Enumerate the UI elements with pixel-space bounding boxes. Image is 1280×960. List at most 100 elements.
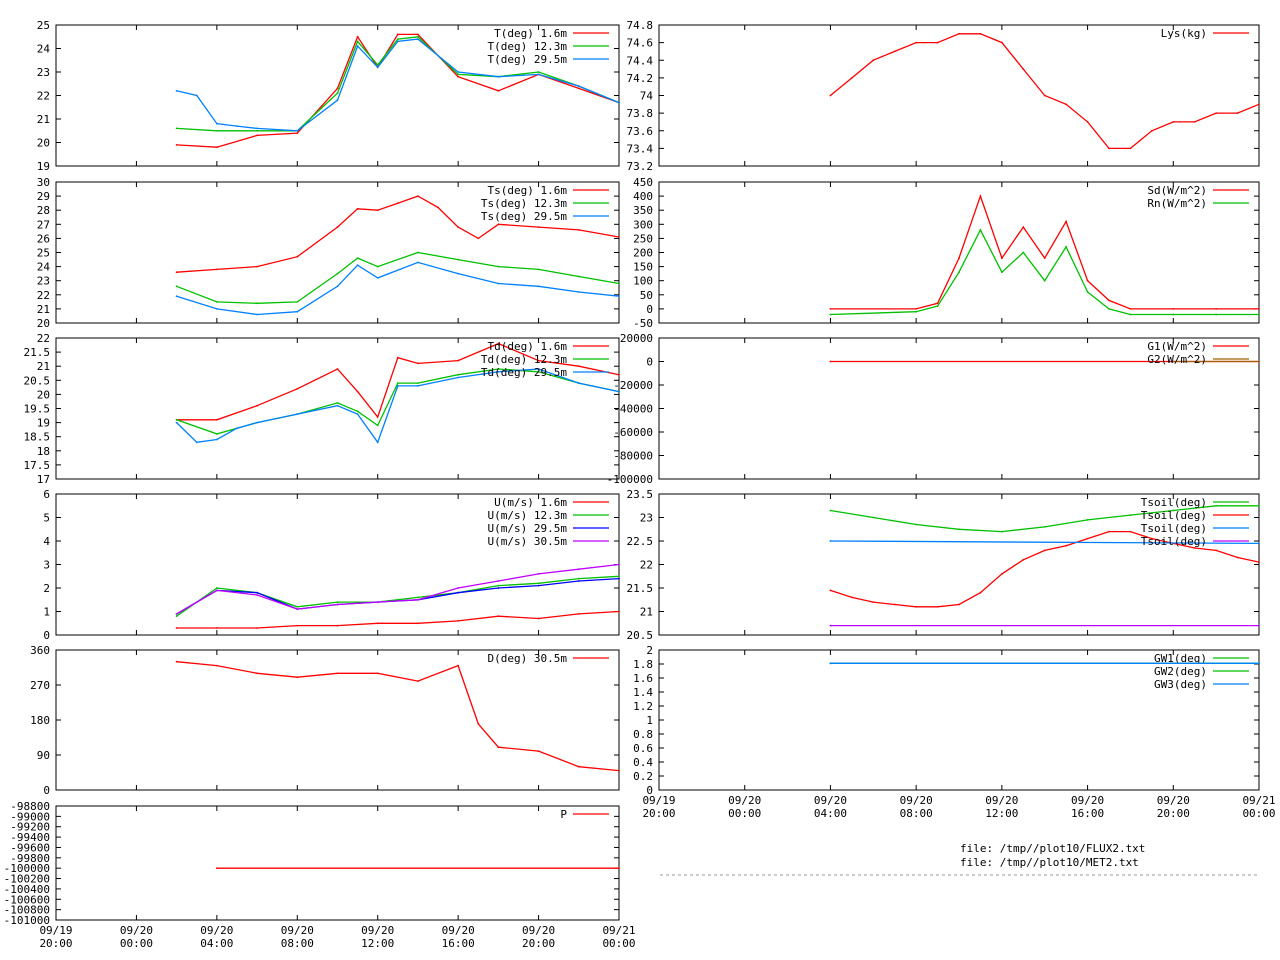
data-point bbox=[376, 601, 379, 603]
data-point bbox=[915, 41, 917, 44]
data-point bbox=[195, 94, 198, 97]
data-point bbox=[457, 373, 459, 376]
x-tick-label-time: 12:00 bbox=[361, 937, 394, 950]
data-point bbox=[1108, 530, 1110, 533]
legend-label: Tsoil(deg) bbox=[1141, 509, 1207, 522]
data-point bbox=[356, 413, 359, 415]
y-tick-label: 1 bbox=[646, 714, 653, 727]
data-point bbox=[618, 373, 620, 376]
data-point bbox=[256, 421, 258, 424]
data-point bbox=[497, 368, 500, 370]
data-point bbox=[216, 587, 218, 589]
data-point bbox=[915, 605, 917, 608]
data-point bbox=[457, 587, 459, 589]
data-point bbox=[356, 35, 359, 38]
y-tick-label: 21 bbox=[640, 606, 653, 619]
data-point bbox=[829, 624, 832, 627]
data-point bbox=[1193, 121, 1196, 123]
data-point bbox=[1043, 549, 1046, 552]
data-point bbox=[1258, 313, 1260, 316]
data-point bbox=[396, 40, 399, 43]
data-point bbox=[1215, 504, 1217, 507]
y-tick-label: -99400 bbox=[10, 831, 50, 844]
data-point bbox=[958, 603, 960, 606]
data-point bbox=[296, 605, 299, 608]
data-point bbox=[979, 229, 982, 231]
data-point bbox=[1129, 308, 1132, 310]
data-point bbox=[1236, 112, 1239, 114]
y-tick-label: 23 bbox=[37, 66, 50, 79]
data-point bbox=[829, 589, 832, 592]
data-point bbox=[477, 723, 480, 725]
data-point bbox=[256, 591, 258, 594]
y-tick-label: -100000 bbox=[4, 862, 50, 875]
series-line-1 bbox=[176, 195, 620, 273]
data-point bbox=[1172, 313, 1175, 316]
data-point bbox=[175, 89, 178, 92]
y-tick-label: 250 bbox=[633, 232, 653, 245]
data-point bbox=[376, 66, 379, 69]
series-line-3 bbox=[176, 261, 620, 316]
y-tick-label: 23.5 bbox=[627, 488, 654, 501]
data-point bbox=[577, 365, 580, 368]
chart-tsoil: 20.52121.52222.52323.5Tsoil(deg)Tsoil(de… bbox=[627, 488, 1260, 642]
y-tick-label: 180 bbox=[30, 714, 50, 727]
data-point bbox=[497, 370, 500, 373]
chart-lys: 73.2 73.4 73.6 73.8 74 74.2 74.4 74.6 74.8 Lys(kg… bbox=[627, 19, 1260, 173]
y-tick-label: 74 bbox=[640, 90, 654, 103]
data-point bbox=[437, 206, 439, 209]
data-point bbox=[1258, 103, 1260, 106]
legend-label: Td(deg) 12.3m bbox=[481, 353, 567, 366]
data-point bbox=[1043, 94, 1046, 97]
data-point bbox=[376, 64, 379, 66]
data-point bbox=[829, 540, 832, 542]
data-point bbox=[396, 202, 399, 205]
data-point bbox=[457, 376, 459, 379]
data-point bbox=[417, 251, 419, 254]
data-point bbox=[336, 272, 339, 275]
data-point bbox=[577, 291, 580, 293]
series-line-3 bbox=[176, 38, 620, 132]
x-tick-label-date: 09/20 bbox=[814, 794, 847, 807]
y-tick-label: 20000 bbox=[620, 332, 653, 345]
x-tick-label-date: 09/20 bbox=[442, 924, 475, 937]
x-tick-label-time: 00:00 bbox=[1242, 807, 1275, 820]
data-point bbox=[336, 402, 339, 404]
y-tick-label: -100000 bbox=[607, 473, 653, 486]
data-point bbox=[1065, 220, 1067, 223]
y-tick-label: 3 bbox=[43, 559, 50, 572]
legend-label: U(m/s) 30.5m bbox=[488, 535, 568, 548]
legend-label: Tsoil(deg) bbox=[1141, 535, 1207, 548]
y-tick-label: 0 bbox=[43, 784, 50, 797]
x-tick-label-time: 16:00 bbox=[442, 937, 475, 950]
data-point bbox=[1001, 530, 1003, 533]
data-point bbox=[618, 610, 620, 613]
legend-label: T(deg) 12.3m bbox=[488, 40, 568, 53]
data-point bbox=[1258, 360, 1260, 363]
data-point bbox=[417, 680, 419, 682]
data-point bbox=[336, 92, 339, 94]
data-point bbox=[1215, 549, 1217, 552]
data-point bbox=[829, 509, 832, 512]
data-point bbox=[618, 295, 620, 298]
y-tick-label: 0.8 bbox=[633, 728, 653, 741]
data-point bbox=[336, 99, 339, 102]
x-tick-label-time: 08:00 bbox=[900, 807, 933, 820]
y-tick-label: 1.6 bbox=[633, 672, 653, 685]
data-point bbox=[336, 368, 339, 370]
data-point bbox=[396, 382, 399, 384]
legend-label: GW3(deg) bbox=[1154, 678, 1207, 691]
y-tick-label: -100600 bbox=[4, 893, 50, 906]
x-tick-label-date: 09/20 bbox=[1071, 794, 1104, 807]
data-point bbox=[457, 258, 459, 261]
data-point bbox=[1043, 257, 1046, 259]
legend-label: T(deg) 1.6m bbox=[494, 27, 567, 40]
data-point bbox=[336, 672, 339, 675]
data-point bbox=[376, 209, 379, 212]
y-tick-label: 21.5 bbox=[627, 582, 654, 595]
data-point bbox=[537, 268, 540, 271]
y-tick-label: -40000 bbox=[613, 403, 653, 416]
y-tick-label: 29 bbox=[37, 190, 50, 203]
x-tick-label-date: 09/20 bbox=[900, 794, 933, 807]
